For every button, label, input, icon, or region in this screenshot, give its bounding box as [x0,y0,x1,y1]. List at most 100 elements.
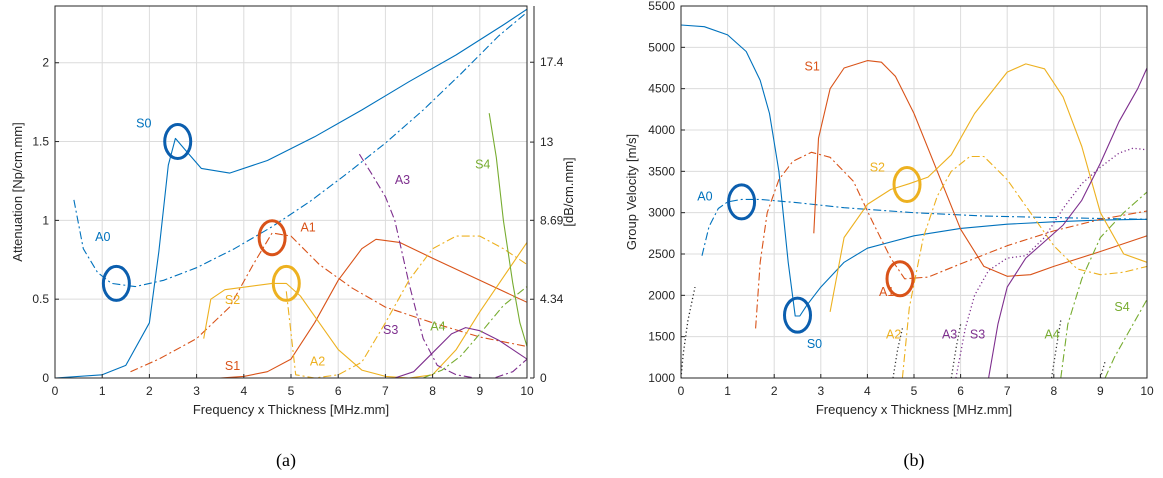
x-axis-label: Frequency x Thickness [MHz.mm] [816,402,1012,417]
y-tick-label: 1000 [648,371,675,385]
y-axis-label: Attenuation [Np/cm.mm] [10,122,25,261]
x-tick-label: 4 [240,384,247,398]
series-group [681,24,1147,378]
series-line-s0 [681,24,1147,317]
y-tick-label: 4500 [648,82,675,96]
mode-label: S0 [136,116,151,130]
x-tick-label: 1 [99,384,106,398]
mode-label: S3 [970,327,985,341]
series-line-a0-low [681,286,696,378]
x-tick-label: 5 [288,384,295,398]
series-line-s2 [203,242,527,378]
mode-label: A4 [430,320,445,334]
series-line-a1 [755,151,1147,329]
y-tick-label: 1500 [648,330,675,344]
x-tick-label: 7 [382,384,389,398]
mode-label: A0 [697,189,712,203]
mode-label: A1 [879,285,894,299]
series-line-s4-low [1099,361,1106,378]
y-tick-label: 4000 [648,123,675,137]
mode-label: S3 [383,323,398,337]
series-line-a2 [285,235,527,378]
mode-label: S4 [1114,300,1129,314]
mode-label: S1 [804,59,819,73]
highlight-ellipse [271,264,301,302]
x-tick-label: 0 [678,384,685,398]
panel-label: (a) [276,450,296,471]
x-tick-label: 6 [335,384,342,398]
y-tick-label: 2 [42,56,49,70]
x-tick-label: 0 [52,384,59,398]
highlight-ellipse [257,219,287,257]
x-tick-label: 10 [520,384,534,398]
series-line-a4 [422,286,527,378]
series-line-s4 [488,113,527,347]
y-axis-label: Group Velocity [m/s] [624,134,639,250]
y2-tick-label: 8.69 [540,213,564,227]
y-tick-label: 2500 [648,247,675,261]
series-line-s3 [394,327,527,378]
grid [54,6,528,379]
y-tick-label: 1 [42,213,49,227]
x-tick-label: 10 [1140,384,1154,398]
x-tick-label: 9 [1097,384,1104,398]
x-tick-label: 8 [1050,384,1057,398]
series-line-s0 [55,8,527,378]
mode-label: A3 [942,327,957,341]
y2-axis-label: [dB/cm.mm] [561,157,576,226]
y-tick-label: 3500 [648,164,675,178]
series-line-s1 [196,238,527,378]
y-tick-label: 2000 [648,288,675,302]
y2-tick-label: 4.34 [540,292,564,306]
highlight-ellipse [783,296,812,334]
mode-label: S1 [225,359,240,373]
x-tick-label: 5 [911,384,918,398]
highlight-ellipse [163,123,193,161]
series-line-s2 [829,63,1147,313]
series-line-s1 [813,60,1147,277]
highlight-ellipse [101,264,131,302]
series-group [55,8,527,378]
series-line-a3-low [950,324,962,378]
mode-label: A4 [1044,327,1059,341]
series-line-a1 [130,232,527,373]
x-tick-label: 3 [193,384,200,398]
series-line-a3 [955,147,1147,378]
x-tick-label: 1 [724,384,731,398]
mode-label: A0 [95,230,110,244]
mode-label: S2 [225,293,240,307]
mode-label: A2 [310,354,325,368]
x-tick-label: 8 [429,384,436,398]
series-line-a2 [901,155,1147,378]
series-line-a0 [701,198,1147,256]
chart-panel-a: S0 A0 A1 A3 S4 S2 S1 A2 S3 A4 0 1 2 3 4 5 6 7 8 9 10 0 0.5 1 1.5… [10,5,576,471]
x-tick-label: 2 [146,384,153,398]
x-tick-label: 9 [476,384,483,398]
series-line-a4 [1060,191,1147,378]
y2-tick-label: 17.4 [540,55,564,69]
mode-label: A2 [886,327,901,341]
x-tick-label: 3 [817,384,824,398]
series-line-s4 [1104,299,1147,378]
x-tick-label: 6 [957,384,964,398]
mode-label: A1 [300,220,315,234]
series-line-a3 [358,153,527,378]
y-tick-label: 5000 [648,40,675,54]
y-tick-label: 1.5 [32,135,49,149]
highlight-ellipse [885,260,915,298]
y2-tick-label: 13 [540,135,554,149]
y-tick-label: 5500 [648,0,675,13]
y-tick-label: 0.5 [32,292,49,306]
x-tick-label: 4 [864,384,871,398]
mode-label: A3 [395,173,410,187]
highlight-ellipse [727,183,757,221]
mode-label: S0 [807,337,822,351]
y-tick-label: 0 [42,371,49,385]
x-tick-label: 2 [771,384,778,398]
series-line-s3 [988,67,1147,378]
mode-label: S4 [475,157,490,171]
x-axis-label: Frequency x Thickness [MHz.mm] [193,402,389,417]
highlight-ellipse [892,166,922,204]
y2-tick-label: 0 [540,371,547,385]
